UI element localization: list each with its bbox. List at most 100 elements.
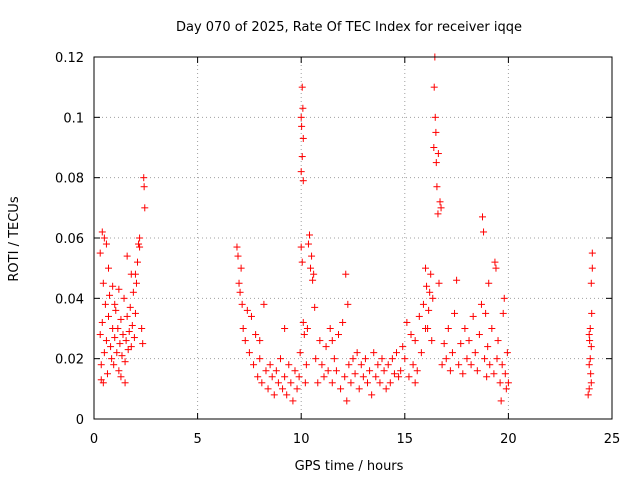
data-point (236, 288, 244, 296)
data-point (136, 243, 144, 251)
data-point (281, 325, 289, 332)
data-point (499, 309, 507, 317)
data-point (99, 279, 107, 287)
data-point (411, 337, 419, 345)
data-point (135, 240, 143, 248)
data-point (429, 294, 437, 302)
data-point (378, 355, 386, 363)
data-point (234, 252, 242, 260)
data-point (112, 306, 120, 314)
data-point (386, 379, 394, 387)
data-point (111, 300, 119, 308)
data-point (250, 361, 258, 369)
data-point (388, 355, 396, 363)
data-point (586, 355, 594, 363)
data-point (353, 349, 361, 357)
data-point (303, 325, 311, 332)
data-point (351, 370, 359, 378)
data-point (281, 373, 289, 381)
grid-layer (94, 57, 612, 419)
data-point (293, 385, 301, 393)
data-point (308, 252, 316, 260)
data-point (411, 379, 419, 387)
data-point (430, 144, 438, 151)
data-point (298, 122, 306, 130)
data-point (372, 373, 380, 381)
data-point (289, 397, 297, 405)
data-point (260, 300, 268, 308)
data-point (324, 367, 332, 375)
y-tick-label: 0.1 (63, 111, 84, 126)
data-point (432, 159, 440, 167)
data-point (139, 340, 147, 348)
data-point (397, 367, 405, 375)
data-point (235, 279, 243, 287)
data-point (584, 391, 592, 399)
data-point (270, 391, 278, 399)
x-tick-label: 5 (193, 432, 201, 447)
data-point (121, 358, 129, 366)
data-point (488, 325, 496, 332)
data-point (120, 294, 128, 302)
data-point (304, 240, 312, 248)
data-point (343, 397, 351, 405)
data-point (357, 361, 365, 369)
data-point (130, 334, 138, 342)
data-point (355, 385, 363, 393)
data-point (481, 355, 489, 363)
data-points (96, 53, 596, 405)
data-point (320, 373, 328, 381)
data-point (482, 309, 490, 317)
data-point (298, 83, 306, 91)
data-point (587, 379, 595, 387)
data-point (419, 300, 427, 308)
data-point (115, 367, 123, 375)
data-point (471, 349, 479, 357)
data-point (127, 343, 135, 351)
data-point (446, 367, 454, 375)
data-point (494, 337, 502, 345)
data-point (502, 385, 510, 393)
data-point (342, 270, 350, 278)
data-point (121, 379, 129, 387)
data-point (390, 370, 398, 378)
data-point (291, 367, 299, 375)
data-point (301, 379, 309, 387)
x-tick-label: 10 (293, 432, 310, 447)
data-point (101, 300, 109, 308)
data-point (587, 370, 595, 378)
data-point (486, 361, 494, 369)
data-point (368, 391, 376, 399)
data-point (287, 379, 295, 387)
data-point (309, 276, 317, 284)
data-point (491, 258, 499, 266)
data-point (299, 318, 307, 326)
data-point (422, 325, 430, 332)
data-point (117, 315, 125, 323)
x-tick-label: 15 (397, 432, 414, 447)
y-tick-label: 0 (76, 413, 84, 428)
data-point (99, 379, 107, 387)
data-point (299, 177, 307, 185)
data-point (473, 367, 481, 375)
data-point (256, 337, 264, 345)
data-point (98, 228, 106, 236)
data-point (140, 174, 148, 182)
data-point (298, 153, 306, 161)
y-tick-label: 0.04 (55, 292, 84, 307)
data-point (465, 337, 473, 345)
data-point (297, 168, 305, 176)
data-point (401, 355, 409, 363)
data-point (423, 282, 431, 290)
data-point (326, 325, 334, 332)
data-point (254, 373, 262, 381)
data-point (119, 331, 127, 339)
data-point (118, 352, 126, 360)
y-tick-label: 0.02 (55, 353, 84, 368)
data-point (129, 288, 137, 296)
data-point (233, 243, 241, 251)
data-point (123, 312, 131, 320)
data-point (115, 285, 123, 293)
data-point (428, 337, 436, 345)
data-point (382, 385, 390, 393)
